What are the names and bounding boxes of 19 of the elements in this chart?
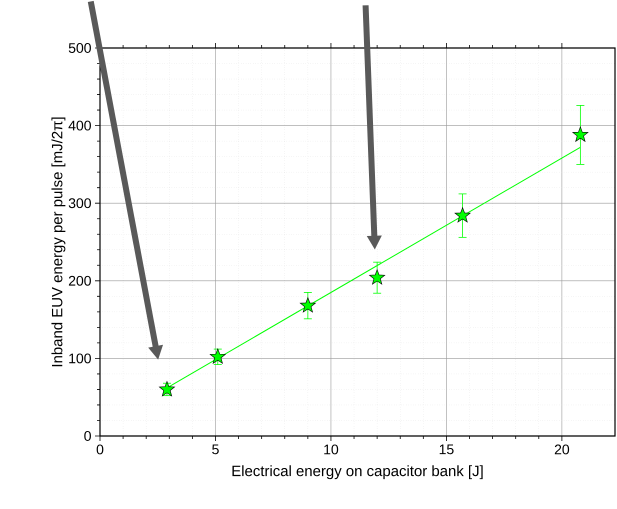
y-tick-label: 0 [84, 431, 91, 441]
y-tick-label: 400 [68, 120, 91, 131]
x-tick-label: 0 [96, 444, 104, 454]
x-axis-title: Electrical energy on capacitor bank [J] [232, 465, 483, 480]
y-tick-label: 500 [68, 43, 91, 53]
y-tick-label: 300 [68, 198, 91, 208]
point [572, 126, 588, 142]
x-tick-label: 15 [440, 444, 454, 454]
point [369, 269, 386, 284]
y-tick-label: 200 [68, 276, 91, 286]
point [300, 297, 316, 312]
y-axis-title: Inband EUV energy per pulse [mJ/2π] [51, 118, 66, 366]
x-tick-label: 20 [554, 444, 570, 454]
x-tick-label: 5 [212, 444, 219, 454]
point [159, 381, 175, 396]
x-tick-label: 10 [324, 444, 338, 454]
y-tick-label: 100 [69, 353, 91, 364]
point [210, 348, 226, 364]
point [454, 207, 470, 222]
